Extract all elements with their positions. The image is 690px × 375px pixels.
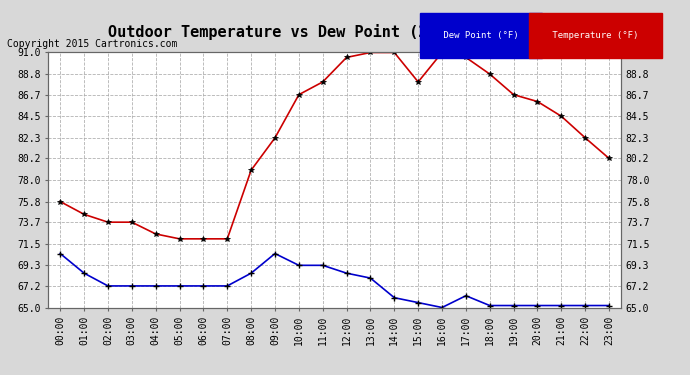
- Text: Outdoor Temperature vs Dew Point (24 Hours) 20150906: Outdoor Temperature vs Dew Point (24 Hou…: [108, 24, 582, 40]
- Text: Temperature (°F): Temperature (°F): [547, 31, 644, 40]
- Text: Dew Point (°F): Dew Point (°F): [438, 31, 524, 40]
- Text: Copyright 2015 Cartronics.com: Copyright 2015 Cartronics.com: [7, 39, 177, 50]
